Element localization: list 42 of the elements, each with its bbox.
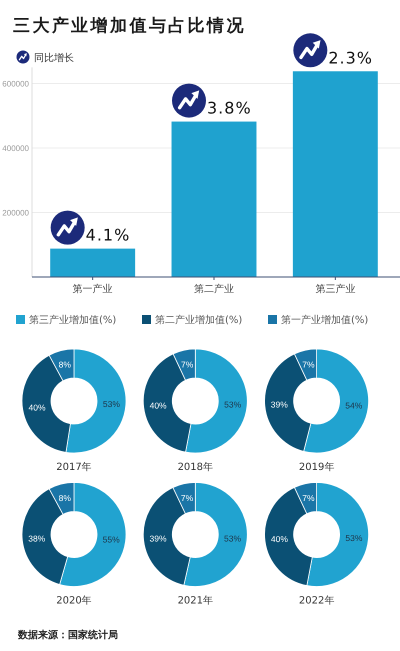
data-label: 7% xyxy=(180,359,194,370)
source-note: 数据来源：国家统计局 xyxy=(17,629,118,641)
annotation: 4.1% xyxy=(86,226,130,245)
text: 2020年 xyxy=(56,594,92,606)
data-label: 39% xyxy=(150,534,167,544)
data-label: 8% xyxy=(58,360,72,370)
x-tick-label: 第二产业 xyxy=(194,283,234,295)
data-label: 7% xyxy=(302,359,315,370)
bar xyxy=(292,71,378,277)
data-label: 40% xyxy=(270,534,288,544)
data-label: 53% xyxy=(224,534,242,544)
data-label: 55% xyxy=(102,534,120,545)
text: 2017年 xyxy=(56,461,92,473)
text: 2018年 xyxy=(178,461,214,473)
data-label: 7% xyxy=(302,492,315,503)
data-label: 7% xyxy=(180,492,194,503)
legend-label: 第三产业增加值(%) xyxy=(29,314,116,326)
text: 2019年 xyxy=(298,461,334,473)
data-label: 53% xyxy=(102,398,120,409)
data-label: 39% xyxy=(270,400,288,410)
legend-label: 第二产业增加值(%) xyxy=(155,314,242,326)
data-label: 40% xyxy=(28,402,46,412)
data-label: 53% xyxy=(224,400,242,410)
data-label: 53% xyxy=(345,533,363,544)
bar xyxy=(50,248,136,277)
annotation: 3.8% xyxy=(207,98,252,118)
legend-label: 第一产业增加值(%) xyxy=(281,314,368,326)
annotation: 2.3% xyxy=(328,48,373,68)
data-label: 54% xyxy=(345,400,363,411)
bar xyxy=(172,122,256,277)
data-label: 38% xyxy=(28,534,46,544)
y-tick-label: 400000 xyxy=(2,144,30,153)
text: 2021年 xyxy=(178,594,214,606)
x-tick-label: 第一产业 xyxy=(72,283,113,295)
data-label: 8% xyxy=(58,493,72,504)
x-tick-label: 第三产业 xyxy=(315,283,356,295)
y-tick-label: 600000 xyxy=(2,79,30,88)
y-tick-label: 200000 xyxy=(2,208,30,218)
chart-title: 三大产业增加值与占比情况 xyxy=(13,16,246,36)
data-label: 40% xyxy=(150,400,168,411)
text: 2022年 xyxy=(298,594,334,606)
text: 同比增长 xyxy=(34,52,74,64)
